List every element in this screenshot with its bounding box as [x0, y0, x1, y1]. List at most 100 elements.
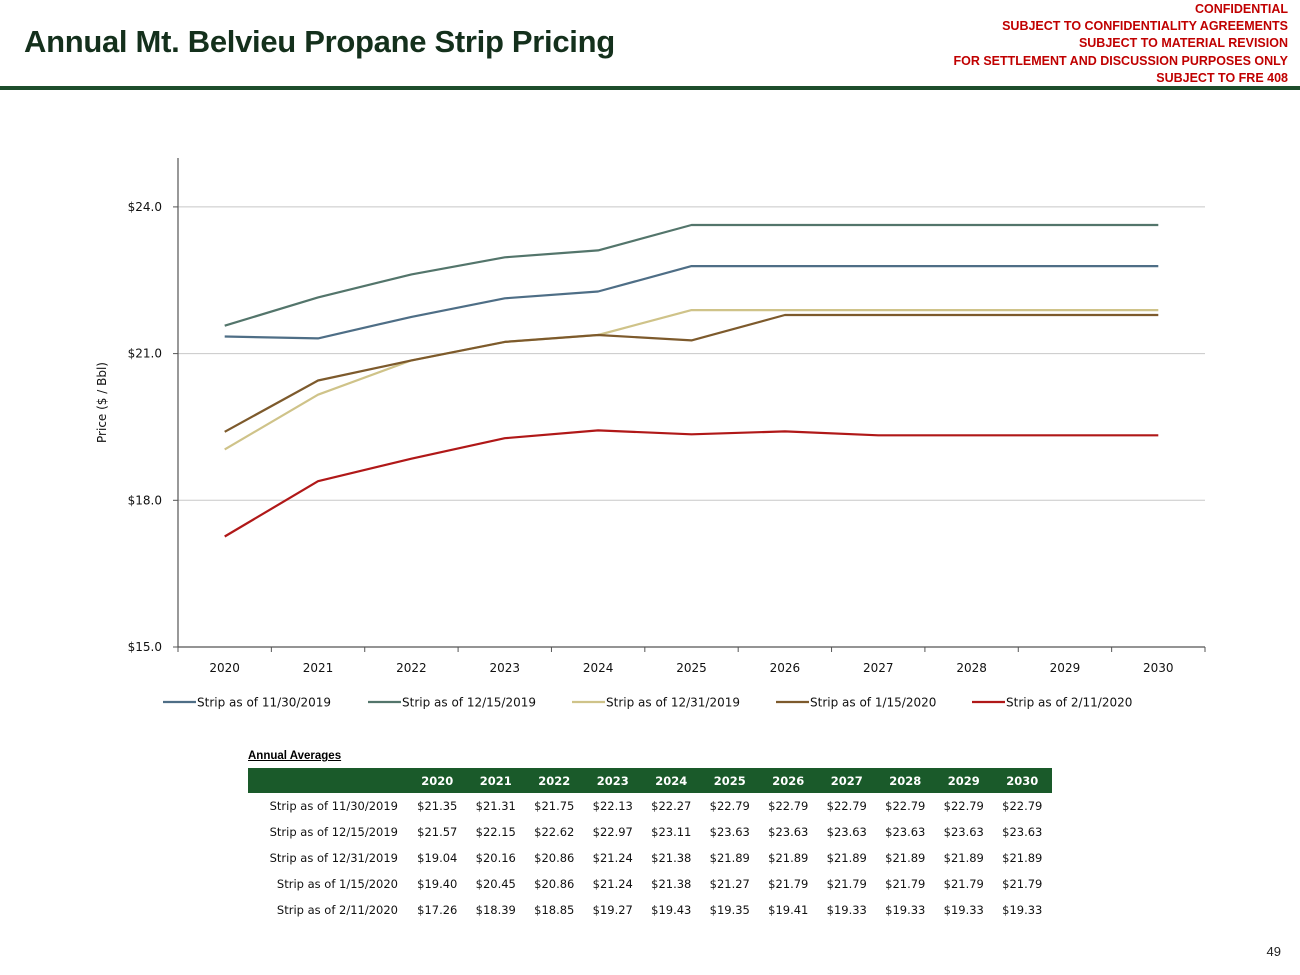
table-row-label: Strip as of 11/30/2019: [269, 799, 398, 813]
table-cell: $22.79: [885, 799, 926, 813]
table-cell: $19.35: [709, 903, 750, 917]
x-tick-label: 2026: [770, 661, 801, 675]
table-cell: $19.40: [417, 877, 458, 891]
table-corner-cell: [248, 768, 408, 793]
y-tick-label: $15.0: [128, 640, 162, 654]
table-row-label: Strip as of 1/15/2020: [276, 877, 398, 891]
table-cell: $19.33: [1002, 903, 1043, 917]
series-line: [224, 223, 1159, 327]
table-column-header: 2028: [876, 768, 935, 793]
table-cell: $19.04: [417, 851, 458, 865]
table-cell: $19.41: [768, 903, 809, 917]
table-row: Strip as of 1/15/2020 $19.40 $20.45 $20.86 $…: [248, 871, 1052, 897]
table-cell: $22.62: [534, 825, 575, 839]
table-cell: $19.27: [592, 903, 633, 917]
x-tick-label: 2028: [956, 661, 987, 675]
table-cell: $21.35: [417, 799, 458, 813]
series-line: [224, 429, 1159, 538]
table-column-header: 2029: [934, 768, 993, 793]
table-cell: $21.27: [709, 877, 750, 891]
series-line: [224, 265, 1159, 340]
table-row: Strip as of 2/11/2020 $17.26 $18.39 $18.85 $…: [248, 897, 1052, 923]
table-cell: $22.15: [475, 825, 516, 839]
table-row-label: Strip as of 2/11/2020: [276, 903, 398, 917]
table-cell: $21.38: [651, 877, 692, 891]
header-divider: [0, 86, 1300, 90]
table-cell: $22.79: [768, 799, 809, 813]
table-cell: $22.27: [651, 799, 692, 813]
x-tick-label: 2029: [1050, 661, 1081, 675]
table-cell: $20.86: [534, 851, 575, 865]
table-cell: $19.33: [826, 903, 867, 917]
table-cell: $21.89: [768, 851, 809, 865]
confidential-line: CONFIDENTIAL: [1194, 2, 1288, 16]
table-cell: $23.63: [709, 825, 750, 839]
table-row-label: Strip as of 12/15/2019: [269, 825, 398, 839]
table-column-header: 2023: [583, 768, 642, 793]
table-cell: $21.75: [534, 799, 575, 813]
table-cell: $23.63: [1002, 825, 1043, 839]
table-cell: $23.63: [943, 825, 984, 839]
y-tick-label: $24.0: [128, 200, 162, 214]
table-cell: $21.24: [592, 877, 633, 891]
table-cell: $23.11: [651, 825, 692, 839]
legend-label: Strip as of 11/30/2019: [197, 696, 331, 710]
table-cell: $17.26: [417, 903, 458, 917]
table-cell: $21.89: [885, 851, 926, 865]
table-cell: $18.39: [475, 903, 516, 917]
x-tick-label: 2021: [303, 661, 334, 675]
table-label: Annual Averages: [248, 750, 342, 762]
table-cell: $21.79: [885, 877, 926, 891]
table-column-header: 2022: [525, 768, 584, 793]
table-cell: $23.63: [885, 825, 926, 839]
table-cell: $21.79: [826, 877, 867, 891]
table-cell: $19.33: [885, 903, 926, 917]
table-row: Strip as of 12/15/2019 $21.57 $22.15 $22.62…: [248, 819, 1052, 845]
table-cell: $18.85: [534, 903, 575, 917]
legend-label: Strip as of 1/15/2020: [810, 696, 936, 710]
x-tick-label: 2020: [209, 661, 240, 675]
y-axis-label: Price ($ / Bbl): [95, 362, 109, 443]
table-column-header: 2025: [700, 768, 759, 793]
table-column-header: 2030: [993, 768, 1052, 793]
x-tick-label: 2023: [489, 661, 520, 675]
table-cell: $21.89: [943, 851, 984, 865]
table-column-header: 2026: [759, 768, 818, 793]
x-tick-label: 2022: [396, 661, 427, 675]
table-cell: $19.33: [943, 903, 984, 917]
table-header-row: 2020 2021 2022 2023 2024 2025 2026 2027 2028 2029…: [248, 768, 1052, 793]
table-cell: $20.45: [475, 877, 516, 891]
table-cell: $22.79: [709, 799, 750, 813]
page-number: 49: [1266, 944, 1281, 959]
table-row: Strip as of 11/30/2019 $21.35 $21.31 $21.75…: [248, 793, 1052, 819]
series-line: [224, 309, 1159, 451]
page-title: Annual Mt. Belvieu Propane Strip Pricing: [24, 24, 615, 59]
legend-label: Strip as of 12/31/2019: [606, 696, 740, 710]
table-row: Strip as of 12/31/2019 $19.04 $20.16 $20.86…: [248, 845, 1052, 871]
table-cell: $23.63: [768, 825, 809, 839]
series-line: [224, 313, 1159, 433]
legend-label: Strip as of 12/15/2019: [402, 696, 536, 710]
annual-averages-table: 2020 2021 2022 2023 2024 2025 2026 2027 2028 2029…: [248, 768, 1052, 923]
table-cell: $21.38: [651, 851, 692, 865]
legend-label: Strip as of 2/11/2020: [1006, 696, 1132, 710]
y-tick-label: $21.0: [128, 347, 162, 361]
table-row-label: Strip as of 12/31/2019: [269, 851, 398, 865]
table-cell: $21.89: [1002, 851, 1043, 865]
x-tick-label: 2024: [583, 661, 614, 675]
table-cell: $21.79: [943, 877, 984, 891]
table-cell: $22.79: [1002, 799, 1043, 813]
table-column-header: 2024: [642, 768, 701, 793]
x-tick-label: 2027: [863, 661, 894, 675]
table-column-header: 2021: [466, 768, 525, 793]
table-column-header: 2027: [817, 768, 876, 793]
table-cell: $21.57: [417, 825, 458, 839]
table-cell: $21.89: [709, 851, 750, 865]
table-cell: $21.24: [592, 851, 633, 865]
table-cell: $21.79: [1002, 877, 1043, 891]
confidentiality-notice: CONFIDENTIAL SUBJECT TO CONFIDENTIALITY …: [953, 1, 1288, 87]
table-cell: $19.43: [651, 903, 692, 917]
table-cell: $22.13: [592, 799, 633, 813]
table-column-header: 2020: [408, 768, 467, 793]
table-cell: $20.16: [475, 851, 516, 865]
